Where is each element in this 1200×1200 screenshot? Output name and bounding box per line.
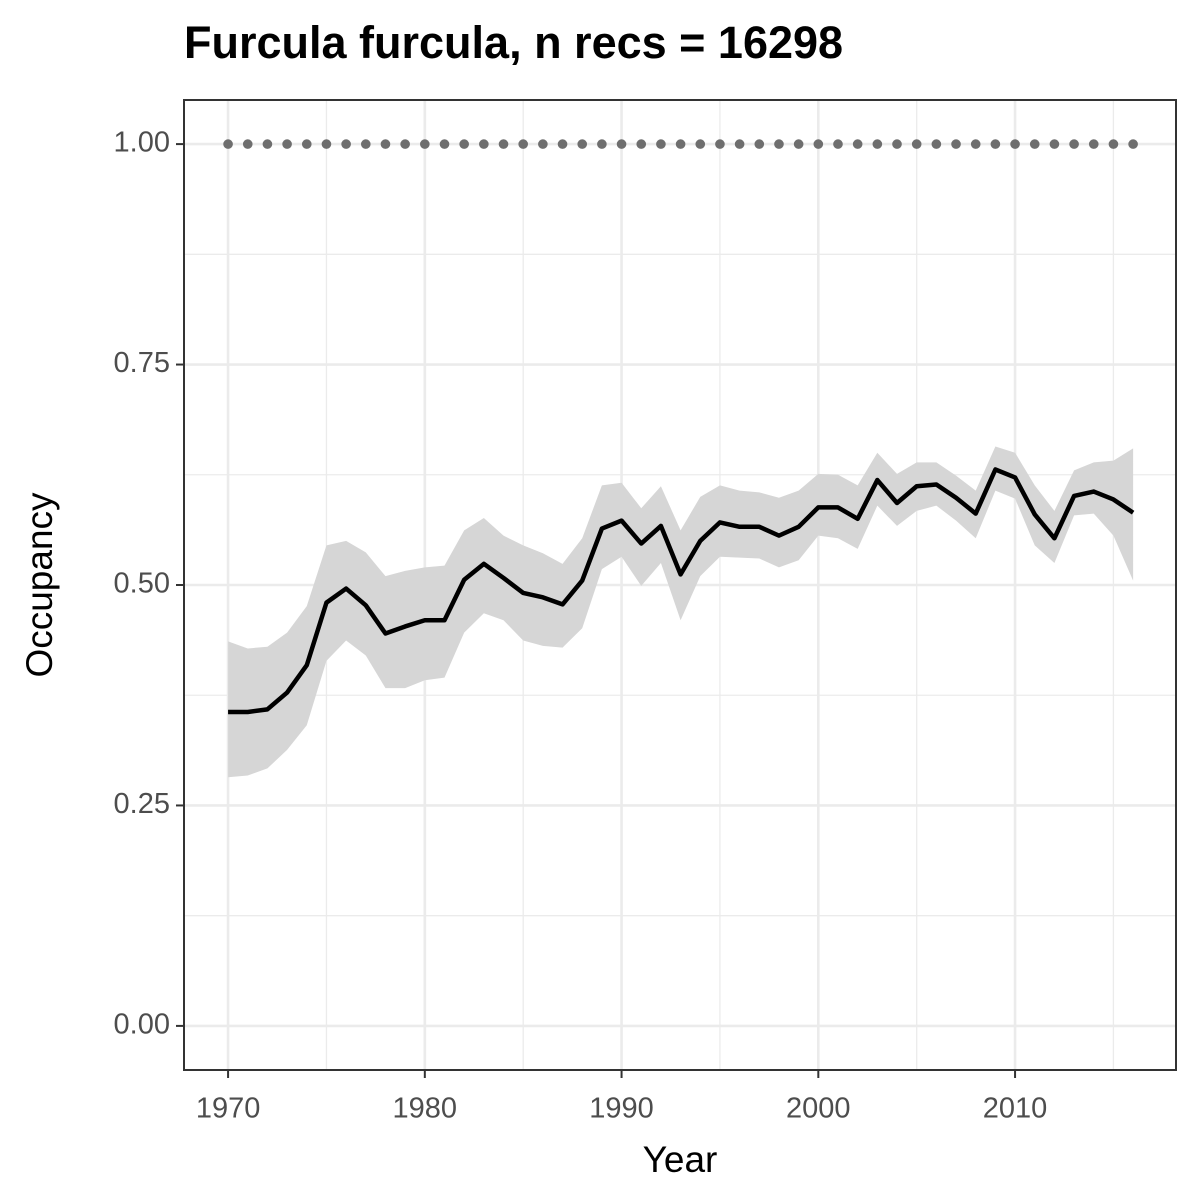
point xyxy=(242,139,253,149)
point xyxy=(282,139,292,149)
point xyxy=(616,139,627,149)
x-tick-label: 1970 xyxy=(196,1093,261,1125)
point xyxy=(577,139,588,149)
y-tick-label: 0.75 xyxy=(114,347,170,379)
point xyxy=(439,139,450,149)
point xyxy=(223,139,233,149)
x-tick-label: 1980 xyxy=(393,1093,458,1125)
point xyxy=(774,139,784,149)
point xyxy=(1128,139,1138,149)
x-tick-label: 2000 xyxy=(786,1093,851,1125)
point xyxy=(380,139,391,149)
point xyxy=(754,139,765,149)
panel-border xyxy=(183,99,1177,1071)
y-tick-label: 0.00 xyxy=(114,1009,170,1041)
point xyxy=(970,139,981,149)
x-axis-title: Year xyxy=(643,1139,718,1180)
y-axis-title: Occupancy xyxy=(19,492,60,678)
point xyxy=(813,139,824,149)
point xyxy=(518,139,528,149)
x-tick-label: 2010 xyxy=(983,1093,1048,1125)
point xyxy=(1088,139,1099,149)
point xyxy=(459,139,469,149)
point xyxy=(360,139,371,149)
point xyxy=(734,139,745,149)
point xyxy=(793,139,804,149)
point xyxy=(498,139,509,149)
point xyxy=(931,139,942,149)
point xyxy=(1108,139,1119,149)
point xyxy=(262,139,273,149)
point xyxy=(715,139,725,149)
x-tick-label: 1990 xyxy=(589,1093,654,1125)
y-tick-label: 0.50 xyxy=(114,568,170,600)
point xyxy=(1010,139,1020,149)
point xyxy=(872,139,883,149)
point xyxy=(538,139,548,149)
point xyxy=(656,139,666,149)
point xyxy=(400,139,410,149)
point xyxy=(1049,139,1060,149)
y-tick-label: 0.25 xyxy=(114,788,170,820)
point xyxy=(852,139,863,149)
point xyxy=(911,139,922,149)
point xyxy=(695,139,706,149)
point xyxy=(833,139,843,149)
y-tick-label: 1.00 xyxy=(114,127,170,159)
point xyxy=(892,139,902,149)
confidence-band xyxy=(228,446,1134,778)
point xyxy=(597,139,607,149)
chart-title: Furcula furcula, n recs = 16298 xyxy=(184,17,843,68)
point xyxy=(341,139,351,149)
point xyxy=(951,139,961,149)
point xyxy=(301,139,312,149)
point xyxy=(321,139,332,149)
point xyxy=(420,139,430,149)
point xyxy=(636,139,647,149)
line xyxy=(228,467,1135,715)
point xyxy=(1029,139,1040,149)
point xyxy=(1069,139,1079,149)
point xyxy=(557,139,568,149)
point xyxy=(675,139,686,149)
point xyxy=(479,139,489,149)
point xyxy=(990,139,1001,149)
